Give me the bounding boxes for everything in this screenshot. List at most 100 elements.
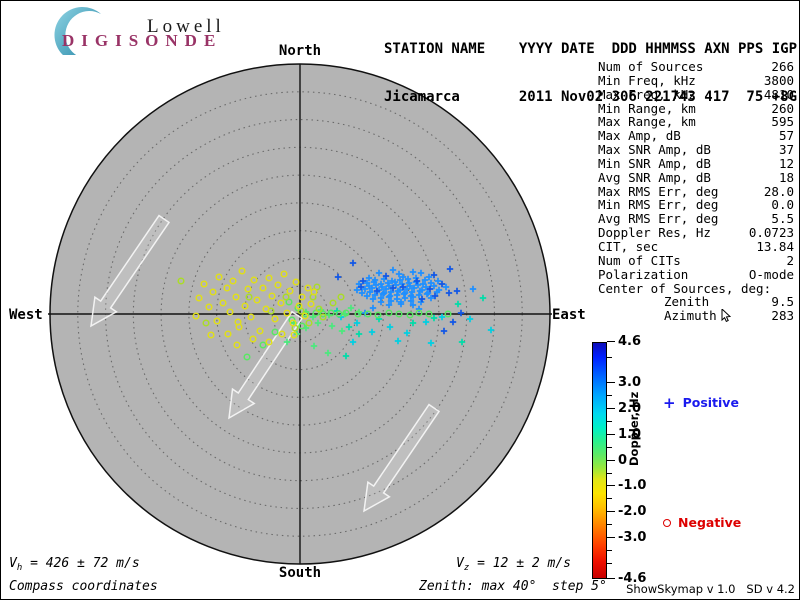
source-point-positive-blue (415, 291, 423, 299)
source-point-negative-yellow (209, 288, 217, 296)
source-point-positive-darkblue (382, 272, 390, 280)
source-point-positive-blue (385, 301, 393, 309)
doppler-colorbar-ticks: 4.6 3.0 2.0 1.0 0 -1.0 -2.0 -3.0 -4.6 (607, 335, 667, 586)
source-point-negative-yellow (292, 278, 300, 286)
source-point-negative-green (285, 298, 293, 306)
source-point-positive-blue (375, 269, 383, 277)
stat-row: Min RMS Err, deg 0.0 (598, 198, 794, 212)
stat-row: Num of CITs 2 (598, 252, 794, 268)
stat-label: Avg SNR Amp, dB (598, 169, 711, 185)
source-point-negative-green (298, 322, 306, 330)
compass-label-east: East (552, 307, 586, 323)
source-point-positive-blue (369, 295, 377, 303)
source-point-positive-blue (400, 290, 408, 298)
source-point-positive-blue (406, 282, 414, 290)
source-point-positive-blue (378, 283, 386, 291)
stat-value: 18 (778, 169, 794, 185)
source-point-positive-darkblue (449, 318, 457, 326)
source-point-negative-green (335, 310, 343, 318)
stat-row: Min Freq, kHz 3800 (598, 72, 794, 88)
source-point-negative-yellow (238, 267, 246, 275)
logo-lowell-text: Lowell (147, 16, 225, 37)
source-point-positive-blue (422, 283, 430, 291)
source-point-positive-blue (387, 297, 395, 305)
stat-value: 283 (771, 308, 794, 324)
compass-label-west: West (9, 307, 43, 323)
source-point-positive-blue (377, 298, 385, 306)
source-point-positive-blue (410, 284, 418, 292)
colorbar-major-tick (607, 459, 615, 461)
source-point-negative-yellow (289, 319, 297, 327)
stat-value: 3800 (763, 72, 794, 88)
source-point-positive-darkblue (430, 271, 438, 279)
source-point-positive-cyan (487, 326, 495, 334)
lowell-logo-crescent-icon (54, 7, 101, 55)
colorbar-major-tick (607, 408, 615, 410)
source-point-negative-yellow (298, 293, 306, 301)
stat-row: Doppler Res, Hz 0.0723 (598, 226, 794, 240)
stat-label: Num of CITs (598, 252, 681, 268)
stat-row: CIT, sec 13.84 (598, 240, 794, 254)
colorbar-minor-tick (607, 524, 612, 526)
plus-marker-icon: + (663, 393, 676, 412)
source-point-positive-turquoise (458, 338, 466, 346)
colorbar-tick-label: -3.0 (618, 529, 647, 545)
source-point-positive-blue (363, 292, 371, 300)
zenith-scale-note: Zenith: max 40° step 5° (419, 579, 607, 594)
source-point-positive-darkblue (359, 277, 367, 285)
source-point-positive-blue (366, 288, 374, 296)
stat-label: Num of Sources (598, 59, 704, 74)
colorbar-minor-tick (607, 498, 612, 500)
source-point-negative-yellowgreen (337, 293, 345, 301)
source-point-positive-blue (353, 286, 361, 294)
source-point-negative-yellow (195, 294, 203, 302)
source-point-negative-green (444, 310, 452, 318)
source-point-negative-green (406, 311, 414, 319)
source-point-positive-blue (404, 275, 412, 283)
colorbar-major-tick (607, 433, 615, 435)
source-point-negative-green (271, 328, 279, 336)
stat-value: 0.0 (771, 197, 794, 213)
source-point-negative-yellow (207, 331, 215, 339)
source-point-positive-darkblue (418, 295, 426, 303)
source-point-negative-green (364, 310, 372, 318)
stat-row: Center of Sources, deg: (598, 281, 794, 296)
colorbar-major-tick (607, 382, 615, 384)
source-point-positive-blue (398, 280, 406, 288)
stat-label: Zenith (664, 294, 710, 310)
source-point-negative-yellow (304, 284, 312, 292)
source-point-negative-yellowgreen (329, 299, 337, 307)
stat-label: Doppler Res, Hz (598, 225, 711, 241)
source-point-positive-green (314, 319, 322, 327)
source-point-positive-blue (365, 274, 373, 282)
stat-label: Min Range, km (598, 100, 696, 116)
stat-label: CIT, sec (598, 238, 659, 254)
stat-row: Polarization O-mode (598, 267, 794, 282)
source-point-positive-blue (409, 301, 417, 309)
stat-label: Max Amp, dB (598, 128, 681, 144)
source-point-positive-green (338, 327, 346, 335)
source-point-positive-cyan (403, 329, 411, 337)
stat-row: Max Freq, kHz 4810 (598, 87, 794, 102)
stat-label: Min Freq, kHz (598, 72, 696, 88)
source-point-positive-green (324, 349, 332, 357)
legend-negative-label: Negative (678, 515, 742, 530)
source-point-negative-yellow (250, 276, 258, 284)
colorbar-minor-tick (607, 562, 612, 564)
source-point-positive-blue (417, 298, 425, 306)
source-point-positive-green (328, 322, 336, 330)
source-point-negative-yellow (234, 318, 242, 326)
stat-label: Max SNR Amp, dB (598, 142, 711, 158)
colorbar-major-tick (607, 578, 615, 580)
source-point-positive-turquoise (375, 315, 383, 323)
stat-row: Min Range, km 260 (598, 100, 794, 116)
source-point-negative-yellowgreen (315, 305, 323, 313)
stat-row: Num of Sources 266 (598, 60, 794, 74)
source-point-positive-blue (423, 290, 431, 298)
stat-value: 9.5 (771, 294, 794, 310)
source-point-negative-yellow (259, 284, 267, 292)
source-point-negative-yellow (232, 293, 240, 301)
source-point-negative-yellow (205, 303, 213, 311)
source-point-positive-cyan (438, 313, 446, 321)
source-point-negative-yellow (283, 309, 291, 317)
